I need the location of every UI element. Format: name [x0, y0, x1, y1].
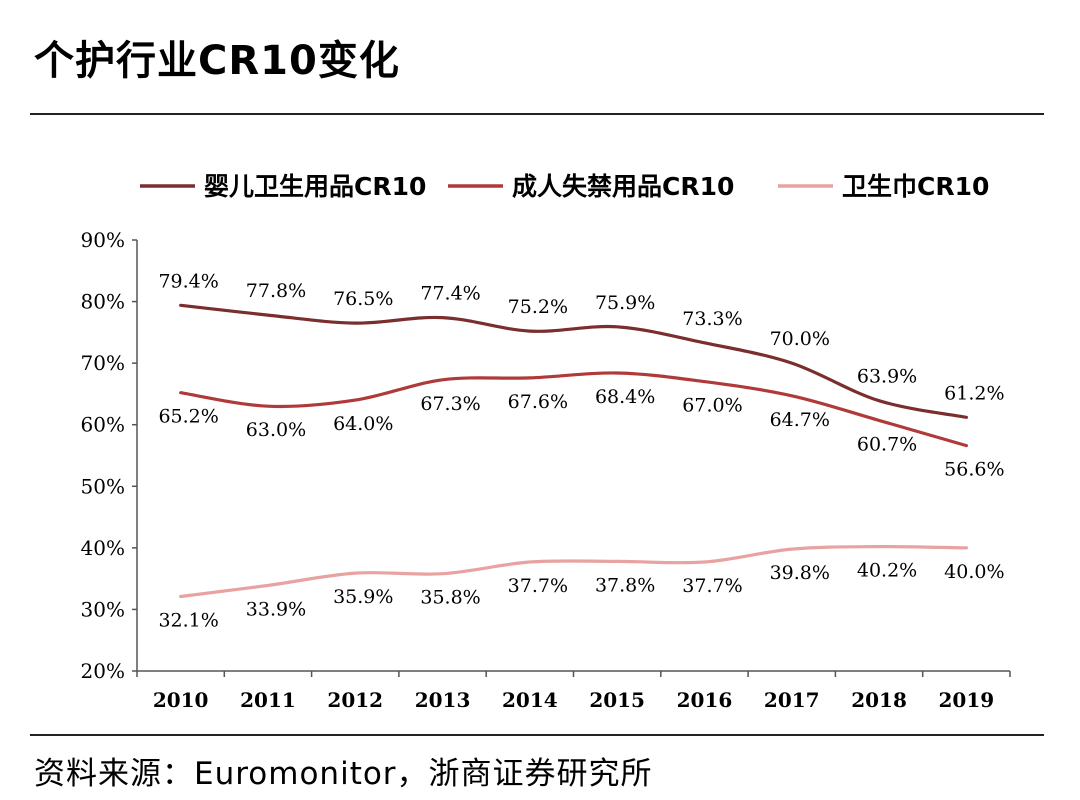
- data-label: 35.8%: [420, 587, 480, 609]
- x-tick-label: 2010: [153, 688, 209, 712]
- data-label: 37.8%: [595, 574, 655, 596]
- y-tick-label: 70%: [81, 351, 125, 375]
- chart-legend: 婴儿卫生用品CR10 成人失禁用品CR10 卫生巾CR10: [140, 172, 989, 201]
- data-label: 37.7%: [508, 575, 568, 597]
- x-tick-label: 2018: [851, 688, 907, 712]
- x-tick-label: 2016: [677, 688, 733, 712]
- data-label: 56.6%: [944, 459, 1004, 481]
- data-label: 77.8%: [246, 280, 306, 302]
- data-label: 61.2%: [944, 382, 1004, 404]
- y-tick-label: 90%: [81, 228, 125, 252]
- data-label: 67.0%: [682, 395, 742, 417]
- data-label: 67.6%: [508, 391, 568, 413]
- data-label: 32.1%: [158, 609, 218, 631]
- chart-axes: 20% 30% 40% 50% 60% 70% 80% 90% 2010 2011 2012 2013…: [81, 228, 1011, 712]
- x-tick-label: 2019: [939, 688, 995, 712]
- legend-label-1: 婴儿卫生用品CR10: [204, 172, 426, 201]
- chart-data-labels: 79.4% 77.8% 76.5% 77.4% 75.2% 75.9% 73.3% 70.0%…: [158, 270, 1004, 631]
- y-tick-label: 30%: [81, 597, 125, 621]
- data-label: 76.5%: [333, 288, 393, 310]
- data-label: 35.9%: [333, 586, 393, 608]
- x-tick-label: 2017: [764, 688, 820, 712]
- title-divider: [30, 113, 1044, 115]
- data-label: 77.4%: [420, 283, 480, 305]
- data-label: 60.7%: [857, 433, 917, 455]
- x-tick-label: 2012: [327, 688, 383, 712]
- x-tick-label: 2015: [589, 688, 645, 712]
- legend-label-2: 成人失禁用品CR10: [512, 172, 734, 201]
- data-label: 64.0%: [333, 413, 393, 435]
- footer-divider: [30, 734, 1044, 736]
- series-line-2: [179, 371, 968, 448]
- data-label: 37.7%: [682, 575, 742, 597]
- x-tick-label: 2011: [240, 688, 296, 712]
- x-tick-label: 2014: [502, 688, 558, 712]
- data-label: 39.8%: [770, 562, 830, 584]
- series-line-1: [179, 303, 968, 419]
- data-label: 63.0%: [246, 419, 306, 441]
- data-label: 65.2%: [158, 406, 218, 428]
- legend-label-3: 卫生巾CR10: [842, 172, 989, 201]
- data-label: 68.4%: [595, 386, 655, 408]
- data-label: 70.0%: [770, 328, 830, 350]
- x-tick-label: 2013: [415, 688, 471, 712]
- y-tick-label: 20%: [81, 659, 125, 683]
- data-label: 33.9%: [246, 598, 306, 620]
- y-tick-label: 50%: [81, 474, 125, 498]
- data-label: 63.9%: [857, 366, 917, 388]
- y-tick-label: 40%: [81, 536, 125, 560]
- data-label: 73.3%: [682, 308, 742, 330]
- chart-series-lines: [179, 303, 968, 599]
- data-label: 79.4%: [158, 270, 218, 292]
- source-note: 资料来源：Euromonitor，浙商证券研究所: [34, 756, 653, 792]
- y-tick-label: 80%: [81, 290, 125, 314]
- page-title: 个护行业CR10变化: [34, 38, 400, 84]
- data-label: 67.3%: [420, 393, 480, 415]
- data-label: 75.2%: [508, 296, 568, 318]
- y-tick-label: 60%: [81, 413, 125, 437]
- cr10-line-chart: 婴儿卫生用品CR10 成人失禁用品CR10 卫生巾CR10 20% 30% 40% 50%…: [81, 172, 1011, 712]
- data-label: 75.9%: [595, 292, 655, 314]
- data-label: 64.7%: [770, 409, 830, 431]
- data-label: 40.2%: [857, 560, 917, 582]
- series-line-3: [179, 544, 968, 599]
- data-label: 40.0%: [944, 561, 1004, 583]
